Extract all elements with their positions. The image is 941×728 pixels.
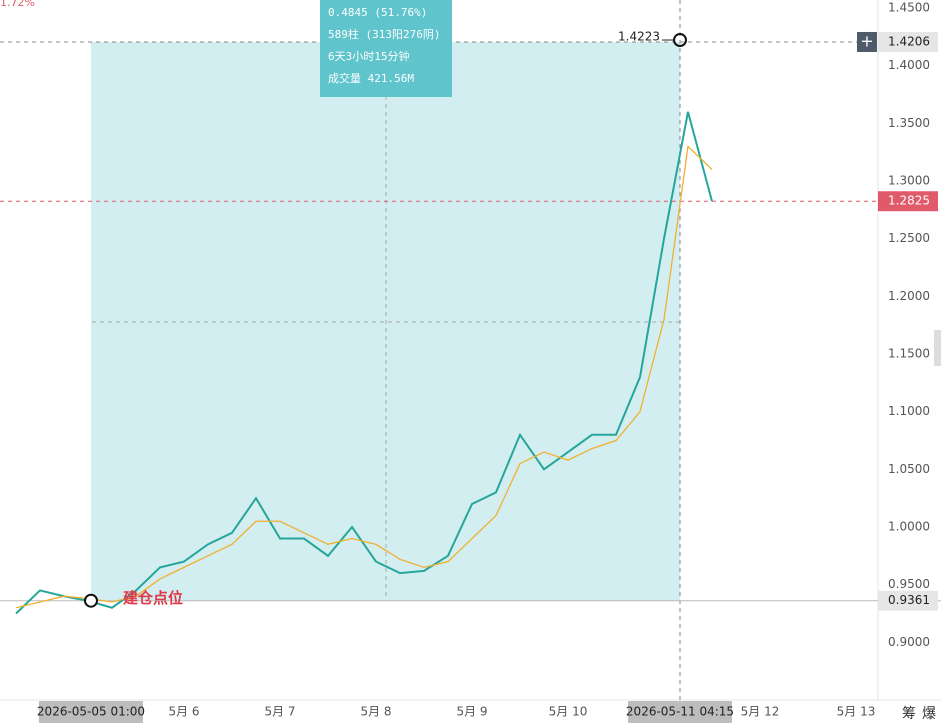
crosshair-time: 2026-05-11 04:15 (626, 705, 734, 719)
y-tick-label: 1.2500 (888, 231, 930, 245)
current-price-tag-bg (878, 191, 938, 212)
crosshair-price-tag-bg (878, 31, 938, 52)
y-tick-label: 0.9500 (888, 577, 930, 591)
y-tick-label: 1.1000 (888, 404, 930, 418)
y-tick-label: 1.4000 (888, 58, 930, 72)
y-tick-label: 1.0500 (888, 462, 930, 476)
button[interactable]: 爆 (922, 706, 936, 722)
y-tick-label: 1.2000 (888, 289, 930, 303)
y-tick-label: 0.9000 (888, 635, 930, 649)
button[interactable]: 筹 (902, 705, 916, 722)
change-label: 1.72% (0, 0, 35, 9)
measure-info: 6天3小时15分钟 (328, 49, 410, 63)
time-tag-bg (628, 701, 732, 723)
x-tick-label: 5月 10 (549, 705, 588, 719)
measure-info: 589柱 (313阳276阴) (328, 27, 440, 41)
y-tick-label: 1.1500 (888, 347, 930, 361)
side-handle[interactable] (934, 330, 941, 366)
series-line (15, 145, 713, 609)
entry-price-tag-bg (878, 590, 938, 611)
measure-info: 0.4845 (51.76%) (328, 6, 427, 19)
x-tick-label: 5月 9 (456, 705, 487, 719)
x-tick-label: 5月 6 (168, 705, 199, 719)
x-tick-label: 5月 12 (741, 705, 780, 719)
time-tag-bg (39, 701, 143, 723)
entry-price-tag: 0.9361 (888, 593, 930, 607)
y-tick-label: 1.3000 (888, 174, 930, 188)
x-tick-label: 5月 8 (360, 705, 391, 719)
entry-marker (84, 593, 98, 608)
y-tick-label: 1.4500 (888, 1, 930, 15)
series-line (15, 111, 713, 615)
entry-time: 2026-05-05 01:00 (37, 705, 145, 719)
add-button[interactable] (857, 31, 877, 52)
peak-label: 1.4223 (618, 30, 660, 44)
current-price-tag: 1.2825 (888, 194, 930, 208)
x-tick-label: 5月 7 (264, 705, 295, 719)
measure-info-bg (320, 0, 452, 97)
x-tick-label: 5月 13 (837, 705, 876, 719)
price-axis-bg (878, 0, 941, 700)
y-tick-label: 1.3500 (888, 116, 930, 130)
y-tick-label: 1.0000 (888, 520, 930, 534)
add-button-icon: + (860, 31, 873, 50)
measure-info: 成交量 421.56M (328, 71, 414, 85)
entry-label: 建仓点位 (123, 589, 183, 607)
crosshair-price-tag: 1.4206 (888, 34, 930, 48)
